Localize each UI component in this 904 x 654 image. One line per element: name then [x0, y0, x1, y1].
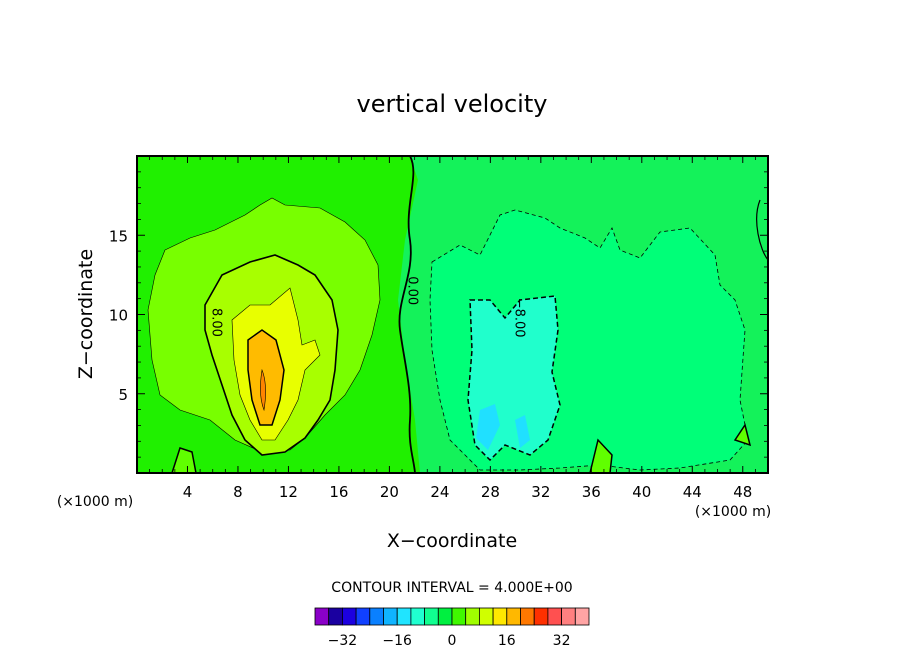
colorbar-cell: [424, 607, 439, 626]
contour-interval-text: CONTOUR INTERVAL = 4.000E+00: [331, 580, 572, 596]
colorbar-tick-label: −32: [328, 633, 358, 649]
y-unit-label: (×1000 m): [57, 494, 133, 510]
colorbar-cell: [328, 607, 343, 626]
x-tick-label: 24: [430, 483, 449, 501]
x-axis: 4 8 12 16 20 24 28 32 36 40 44 48: [149, 156, 756, 501]
colorbar-cell: [437, 607, 453, 626]
x-tick-label: 12: [279, 483, 298, 501]
y-axis: 5 10 15: [109, 171, 768, 458]
contour-zero: [398, 156, 416, 473]
colorbar-cell: [520, 607, 535, 626]
colorbar-cell: [314, 607, 330, 626]
colorbar-cell: [465, 607, 480, 626]
contour-edge: [756, 199, 768, 261]
surface-cell-2: [589, 438, 613, 473]
x-tick-label: 28: [481, 483, 500, 501]
colorbar-cell: [561, 607, 576, 626]
colorbar-cell: [492, 607, 508, 626]
colorbar-cell: [369, 607, 384, 626]
colorbar-cell: [451, 607, 467, 626]
colorbar-cell: [396, 607, 412, 626]
colorbar-cell: [410, 607, 425, 626]
x-tick-label: 32: [531, 483, 550, 501]
x-tick-label: 44: [683, 483, 702, 501]
contour-label: −8.00: [512, 298, 527, 338]
contour-label: 8.00: [209, 308, 224, 337]
y-tick-label: 15: [109, 227, 128, 245]
contour-plus20: [260, 368, 266, 412]
colorbar-tick-label: −16: [382, 633, 412, 649]
contour-minus12: [476, 404, 500, 450]
x-unit-label: (×1000 m): [695, 504, 771, 520]
contour-plus16: [247, 329, 285, 426]
y-axis-label: Z−coordinate: [75, 249, 97, 379]
plot-area: 8.00 0.00 −8.00: [137, 156, 768, 473]
colorbar-tick-label: 32: [553, 633, 571, 649]
y-tick-label: 10: [109, 307, 128, 325]
surface-cell-3: [733, 423, 752, 447]
colorbar-tick-label: 16: [498, 633, 516, 649]
colorbar-tick-label: 0: [448, 633, 457, 649]
colorbar-cell: [574, 607, 590, 626]
colorbar-cell: [478, 607, 494, 626]
x-axis-label: X−coordinate: [387, 530, 517, 552]
colorbar-cell: [383, 607, 398, 626]
colorbar: [314, 607, 590, 626]
contour-minus12b: [515, 415, 530, 448]
colorbar-ticks: −32 −16 0 16 32: [328, 633, 571, 649]
x-tick-label: 16: [329, 483, 348, 501]
colorbar-cell: [355, 607, 371, 626]
chart-title: vertical velocity: [357, 90, 548, 118]
colorbar-cell: [341, 607, 357, 626]
x-tick-label: 8: [233, 483, 243, 501]
surface-cell-1: [171, 447, 197, 473]
x-tick-label: 36: [582, 483, 601, 501]
colorbar-cell: [506, 607, 521, 626]
x-tick-label: 20: [380, 483, 399, 501]
y-tick-label: 5: [118, 386, 128, 404]
colorbar-cell: [547, 607, 563, 626]
x-tick-label: 4: [183, 483, 193, 501]
contour-label: 0.00: [404, 276, 419, 305]
x-tick-label: 48: [733, 483, 752, 501]
x-tick-label: 40: [632, 483, 651, 501]
colorbar-cell: [533, 607, 549, 626]
